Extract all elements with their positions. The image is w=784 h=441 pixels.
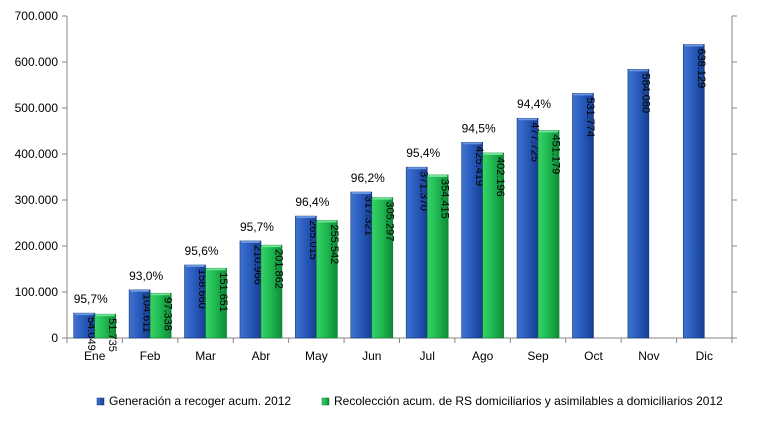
- bar-top-highlight: [151, 293, 171, 296]
- bar-top-highlight: [483, 152, 503, 155]
- y-tick-label: 600.000: [15, 55, 59, 69]
- bar-top-highlight: [351, 192, 371, 195]
- x-tick-label: May: [305, 349, 328, 363]
- bar-top-highlight: [317, 220, 337, 223]
- bar-top-highlight: [372, 197, 392, 200]
- x-tick-label: Dic: [696, 349, 713, 363]
- bar-top-highlight: [296, 216, 316, 219]
- bar-top-highlight: [518, 118, 538, 121]
- data-label: 638.129: [695, 48, 707, 88]
- x-tick-label: Jul: [420, 349, 435, 363]
- x-tick-label: Jun: [362, 349, 381, 363]
- percent-annotation: 95,6%: [185, 244, 219, 258]
- legend-swatch-generacion: [96, 397, 105, 406]
- data-label: 201.862: [272, 249, 284, 289]
- data-label: 354.415: [439, 179, 451, 219]
- y-tick-label: 400.000: [15, 147, 59, 161]
- data-label: 51.735: [106, 318, 118, 352]
- percent-annotation: 95,7%: [74, 292, 108, 306]
- x-tick-label: Oct: [584, 349, 603, 363]
- data-label: 54.049: [85, 317, 97, 351]
- data-label: 451.179: [550, 134, 562, 174]
- percent-annotation: 95,7%: [240, 220, 274, 234]
- data-label: 531.774: [584, 97, 596, 137]
- data-label: 104.611: [141, 294, 153, 333]
- data-label: 265.015: [307, 220, 319, 260]
- data-label: 255.542: [328, 224, 340, 264]
- legend-label-generacion: Generación a recoger acum. 2012: [109, 394, 291, 408]
- bar-top-highlight: [539, 130, 559, 133]
- x-tick-label: Sep: [527, 349, 549, 363]
- x-tick-label: Mar: [195, 349, 216, 363]
- y-axis: 0 100.000 200.000 300.000 400.000 500.000 600.…: [15, 9, 737, 345]
- x-tick-label: Ene: [84, 349, 106, 363]
- percent-annotation: 93,0%: [129, 269, 163, 283]
- y-tick-label: 500.000: [15, 101, 59, 115]
- bar-top-highlight: [462, 142, 482, 145]
- data-label: 402.196: [494, 157, 506, 197]
- x-tick-label: Abr: [252, 349, 271, 363]
- bar-top-highlight: [407, 167, 427, 170]
- percent-annotation: 94,4%: [517, 97, 551, 111]
- percent-annotation: 96,4%: [295, 195, 329, 209]
- bar-top-highlight: [95, 314, 115, 317]
- percent-annotations: 95,7% 93,0% 95,6% 95,7% 96,4% 96,2% 95,4% 94,5%…: [74, 97, 552, 306]
- bar-top-highlight: [240, 240, 260, 243]
- bar-top-highlight: [261, 245, 281, 248]
- data-label: 151.651: [217, 272, 229, 312]
- bars: 54.049 51.735 104.611 97.338 158.660 151.651 2…: [73, 44, 707, 352]
- legend: Generación a recoger acum. 2012 Recolecci…: [96, 394, 723, 408]
- data-label: 210.966: [251, 245, 263, 285]
- bar-top-highlight: [628, 69, 648, 72]
- data-label: 425.419: [473, 146, 485, 186]
- bar-top-highlight: [206, 268, 226, 271]
- data-label: 477.725: [529, 122, 541, 162]
- bar-top-highlight: [74, 313, 94, 316]
- percent-annotation: 94,5%: [462, 121, 496, 135]
- legend-label-recoleccion: Recolección acum. de RS domiciliarios y …: [334, 394, 723, 408]
- bar-top-highlight: [573, 93, 593, 96]
- bar-top-highlight: [428, 174, 448, 177]
- bar-top-highlight: [130, 289, 150, 292]
- x-tick-label: Nov: [638, 349, 659, 363]
- data-label: 158.660: [196, 269, 208, 309]
- y-tick-label: 100.000: [15, 285, 59, 299]
- legend-swatch-recoleccion: [321, 397, 330, 406]
- x-tick-label: Feb: [140, 349, 161, 363]
- data-label: 584.080: [639, 73, 651, 113]
- data-label: 317.321: [362, 196, 374, 236]
- bar-generacion: [682, 44, 705, 339]
- x-tick-label: Ago: [472, 349, 494, 363]
- y-tick-label: 700.000: [15, 9, 59, 23]
- y-tick-label: 200.000: [15, 239, 59, 253]
- y-tick-label: 0: [51, 331, 58, 345]
- y-tick-label: 300.000: [15, 193, 59, 207]
- data-label: 97.338: [162, 297, 174, 331]
- data-label: 305.297: [383, 202, 395, 242]
- percent-annotation: 95,4%: [406, 146, 440, 160]
- data-label: 371.370: [418, 171, 430, 211]
- x-axis: Ene Feb Mar Abr May Jun Jul Ago Sep Oct Nov Dic: [66, 337, 733, 363]
- bar-top-highlight: [185, 265, 205, 268]
- percent-annotation: 96,2%: [351, 171, 385, 185]
- bar-top-highlight: [684, 44, 704, 47]
